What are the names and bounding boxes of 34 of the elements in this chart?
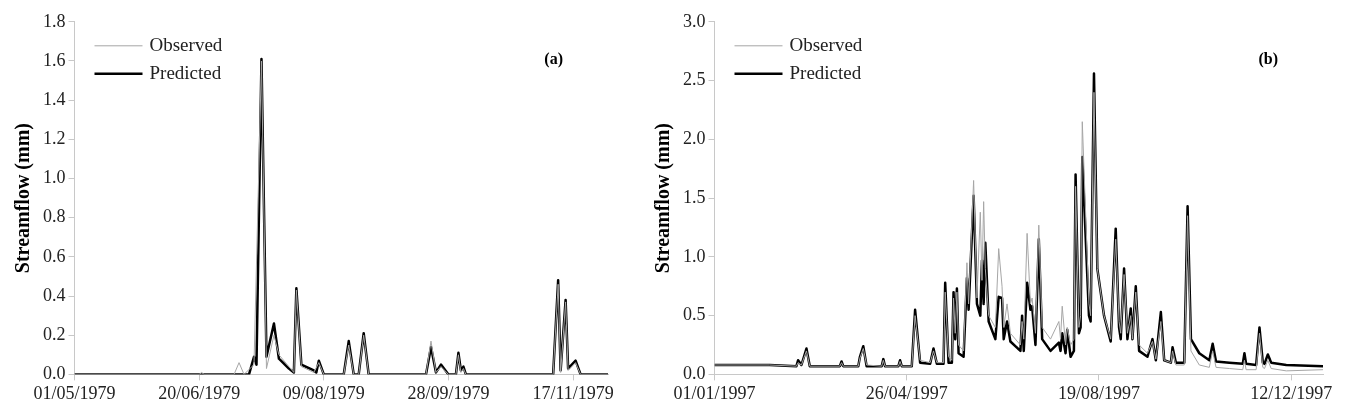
y-tick-label: 1.0 (43, 167, 66, 188)
y-tick-label: 0.8 (43, 206, 66, 227)
annotation: (a) (544, 49, 563, 68)
y-tick-label: 2.0 (683, 128, 706, 149)
y-tick-label: 0.4 (43, 284, 66, 305)
legend-label: Observed (149, 33, 223, 55)
y-tick-label: 0.2 (43, 323, 66, 344)
x-tick-label: 20/06/1979 (158, 382, 241, 403)
x-tick-label: 09/08/1979 (282, 382, 365, 403)
y-tick-label: 3.0 (683, 10, 706, 31)
y-tick-label: 1.0 (683, 245, 706, 266)
y-tick-label: 1.2 (43, 128, 66, 149)
y-tick-label: 0.6 (43, 245, 66, 266)
annotation: (b) (1258, 49, 1278, 68)
legend-label: Observed (789, 33, 863, 55)
x-tick-label: 19/08/1997 (1057, 382, 1140, 403)
x-tick-label: 01/05/1979 (33, 382, 116, 403)
x-tick-label: 26/04/1997 (865, 382, 948, 403)
x-tick-label: 01/01/1997 (673, 382, 756, 403)
y-tick-label: 0.0 (43, 363, 66, 384)
y-tick-label: 2.5 (683, 69, 706, 90)
legend-label: Predicted (149, 61, 222, 83)
y-axis-title: Streamflow (mm) (11, 123, 35, 274)
x-tick-label: 17/11/1979 (532, 382, 614, 403)
y-tick-label: 1.8 (43, 10, 66, 31)
legend-label: Predicted (789, 61, 862, 83)
y-tick-label: 0.5 (683, 304, 706, 325)
x-tick-label: 28/09/1979 (407, 382, 490, 403)
y-tick-label: 1.4 (43, 88, 66, 109)
y-tick-label: 1.6 (43, 49, 66, 70)
y-axis-title: Streamflow (mm) (651, 123, 675, 274)
y-tick-label: 0.0 (683, 363, 706, 384)
x-tick-label: 12/12/1997 (1250, 382, 1333, 403)
y-tick-label: 1.5 (683, 186, 706, 207)
